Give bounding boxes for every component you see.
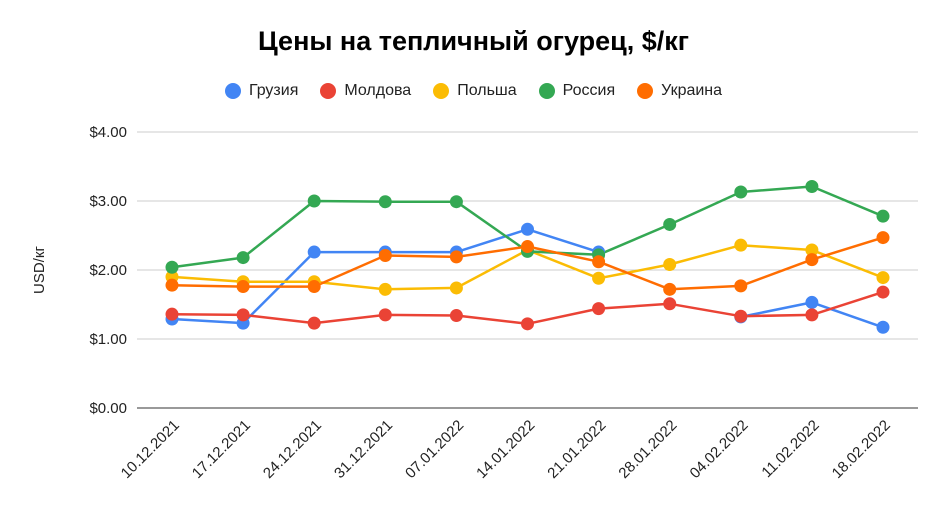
data-point [236, 308, 250, 322]
data-point [236, 280, 250, 294]
x-tick-label: 31.12.2021 [331, 417, 396, 482]
legend-label: Россия [562, 82, 616, 99]
data-point [521, 222, 534, 236]
legend-label: Грузия [248, 82, 299, 99]
data-point [165, 307, 179, 321]
legend-label: Польша [457, 82, 517, 99]
data-point [521, 240, 534, 254]
legend-item: Украина [637, 82, 722, 100]
data-point [876, 271, 890, 285]
data-point [449, 250, 463, 264]
data-point [378, 195, 392, 209]
data-point [521, 317, 534, 331]
data-point [805, 253, 819, 267]
x-tick-label: 17.12.2021 [189, 417, 254, 482]
legend-marker [224, 83, 241, 99]
data-point [165, 278, 179, 292]
legend-item: Польша [433, 82, 517, 100]
legend-marker [637, 83, 654, 99]
legend-marker [433, 83, 450, 99]
data-point [378, 308, 392, 322]
y-tick-label: $3.00 [89, 193, 127, 210]
data-point [876, 231, 890, 245]
data-point [307, 245, 321, 259]
data-point [449, 309, 463, 323]
data-point [449, 281, 463, 295]
data-point [663, 257, 677, 271]
legend-marker [538, 83, 555, 99]
y-axis-title: USD/кг [31, 246, 48, 294]
data-point [876, 320, 890, 334]
data-point [734, 238, 748, 252]
data-point [307, 316, 321, 330]
x-tick-label: 10.12.2021 [118, 417, 183, 482]
legend-label: Молдова [344, 82, 412, 99]
data-point [236, 251, 250, 265]
legend-item: Молдова [320, 82, 411, 100]
x-tick-label: 11.02.2022 [758, 417, 822, 481]
chart-title: Цены на тепличный огурец, $/кг [258, 26, 689, 56]
data-point [165, 260, 179, 274]
data-point [876, 209, 890, 223]
data-point [805, 180, 819, 194]
y-tick-label: $1.00 [89, 331, 127, 348]
x-tick-label: 24.12.2021 [260, 417, 325, 482]
data-point [307, 280, 321, 294]
legend-item: Грузия [224, 82, 299, 100]
y-tick-label: $2.00 [89, 262, 127, 279]
x-tick-label: 04.02.2022 [687, 417, 752, 482]
data-point [805, 308, 819, 322]
legend-marker [320, 83, 337, 99]
data-point [592, 271, 606, 285]
x-tick-label: 18.02.2022 [829, 417, 894, 482]
legend: Грузия Молдова Польша Россия Украина [0, 82, 947, 100]
data-point [592, 255, 606, 269]
data-point [307, 194, 321, 208]
data-point [378, 249, 392, 263]
data-point [734, 279, 748, 293]
x-tick-label: 14.01.2022 [473, 417, 538, 482]
data-point [663, 297, 677, 311]
x-tick-label: 07.01.2022 [402, 417, 467, 482]
y-tick-label: $4.00 [89, 124, 127, 141]
legend-item: Россия [538, 82, 616, 100]
data-point [378, 282, 392, 296]
x-tick-label: 21.01.2022 [544, 417, 609, 482]
data-point [449, 195, 463, 209]
data-point [734, 309, 748, 323]
data-point [805, 243, 819, 257]
legend-label: Украина [661, 82, 723, 99]
data-point [663, 282, 677, 296]
data-point [734, 185, 748, 199]
data-point [663, 217, 677, 231]
data-point [876, 285, 890, 299]
x-tick-label: 28.01.2022 [615, 417, 680, 482]
data-point [592, 302, 606, 316]
data-point [805, 295, 819, 309]
y-tick-label: $0.00 [89, 400, 127, 417]
